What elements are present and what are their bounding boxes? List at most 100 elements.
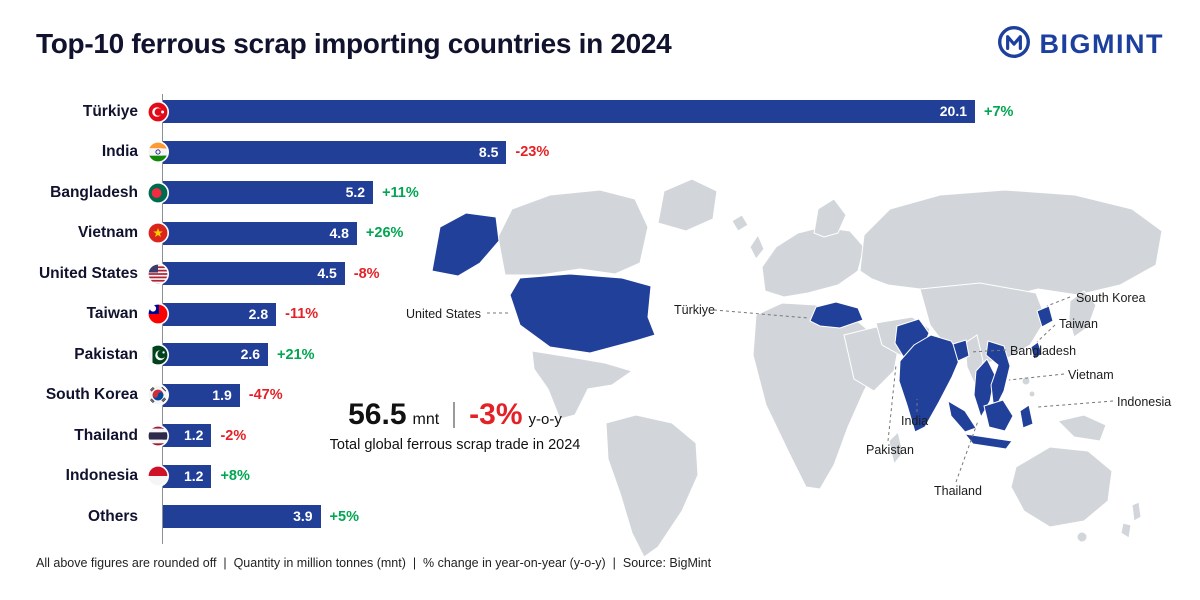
map-thailand-highlight — [973, 358, 996, 419]
country-label: India — [101, 143, 138, 160]
bar-turkiye: 20.1 — [163, 100, 975, 123]
map-indonesia-borneo — [983, 399, 1014, 432]
country-label: Indonesia — [65, 467, 138, 484]
bar-value: 3.9 — [293, 508, 313, 524]
flag-vietnam-icon — [147, 222, 169, 244]
bar-change: +21% — [277, 346, 315, 363]
map-india-highlight — [898, 334, 962, 433]
map-label-vietnam: Vietnam — [1068, 368, 1114, 382]
country-label: Vietnam — [77, 224, 138, 241]
map-canada — [497, 189, 649, 276]
bar-row-south-korea: South Korea 1.9 -47% — [0, 383, 283, 407]
bar-change: -2% — [220, 427, 247, 444]
map-indonesia-sulawesi — [1019, 404, 1034, 429]
bar-change: +7% — [984, 103, 1014, 120]
map-turkiye-highlight — [809, 301, 864, 329]
bar-row-others: Others 3.9 +5% — [0, 505, 359, 528]
summary-block: 56.5 mnt -3% y-o-y Total global ferrous … — [295, 398, 615, 453]
map-australia — [1010, 446, 1113, 528]
bar-row-india: India 8.5 -23% — [0, 140, 550, 164]
map-mexico — [531, 350, 634, 420]
map-taiwan-highlight — [1030, 341, 1043, 360]
map-greenland — [657, 178, 718, 232]
flag-india-icon — [147, 141, 169, 163]
map-scandinavia — [813, 198, 847, 238]
map-south-america — [605, 414, 699, 558]
country-label: Türkiye — [82, 102, 138, 120]
bar-value: 1.2 — [184, 467, 204, 484]
map-russia — [859, 189, 1163, 300]
map-uk — [749, 233, 765, 260]
map-south-korea-highlight — [1036, 305, 1054, 328]
map-alaska-highlight — [431, 212, 500, 277]
flag-pakistan-icon — [147, 343, 169, 366]
country-label: Taiwan — [86, 305, 138, 322]
bar-change: +26% — [365, 225, 404, 241]
flag-taiwan-icon — [147, 303, 169, 325]
map-iceland — [731, 214, 749, 232]
bar-value: 4.5 — [317, 265, 337, 281]
summary-total-unit: mnt — [412, 411, 440, 428]
summary-caption: Total global ferrous scrap trade in 2024 — [329, 437, 581, 453]
bar-united-states: 4.5 — [163, 262, 345, 285]
map-japan — [1068, 290, 1097, 338]
map-philippines — [1021, 376, 1031, 386]
bar-south-korea: 1.9 — [163, 383, 240, 407]
brand-name: BIGMINT — [1039, 29, 1164, 59]
map-label-turkiye: Türkiye — [674, 303, 715, 317]
footnote: All above figures are rounded off | Quan… — [36, 556, 712, 570]
bar-change: -8% — [353, 265, 380, 282]
bar-pakistan: 2.6 — [163, 343, 269, 366]
bar-value: 2.8 — [248, 305, 269, 322]
map-label-thailand: Thailand — [934, 484, 982, 498]
map-new-guinea — [1057, 414, 1107, 442]
flag-bangladesh-icon — [147, 181, 169, 204]
map-label-india: India — [901, 414, 929, 428]
summary-total-value: 56.5 — [348, 398, 407, 431]
bar-vietnam: 4.8 — [163, 221, 357, 245]
map-new-zealand-n — [1131, 501, 1142, 522]
bar-india: 8.5 — [163, 140, 507, 164]
flag-placeholder — [147, 506, 169, 528]
bar-value: 1.2 — [184, 427, 204, 443]
world-map — [420, 175, 1180, 565]
bar-row-taiwan: Taiwan 2.8 -11% — [0, 302, 318, 326]
flag-indonesia-icon — [147, 465, 169, 487]
map-label-taiwan: Taiwan — [1059, 317, 1098, 331]
map-label-bangladesh: Bangladesh — [1010, 344, 1077, 358]
brand-logo: BIGMINT — [996, 24, 1165, 65]
summary-change-suffix: y-o-y — [528, 411, 562, 428]
bar-row-pakistan: Pakistan 2.6 +21% — [0, 343, 315, 366]
map-indonesia-java — [963, 433, 1013, 450]
bar-indonesia: 1.2 — [163, 464, 212, 488]
summary-divider — [453, 402, 456, 428]
map-label-south-korea: South Korea — [1076, 291, 1146, 305]
bigmint-logo-icon — [996, 24, 1032, 65]
bar-row-united-states: United States 4.5 -8% — [0, 262, 380, 285]
map-label-pakistan: Pakistan — [866, 443, 914, 457]
bar-row-vietnam: Vietnam 4.8 +26% — [0, 221, 404, 245]
bar-bangladesh: 5.2 — [163, 181, 374, 204]
map-philippines-2 — [1028, 390, 1036, 398]
flag-turkiye-icon — [147, 100, 169, 123]
bar-row-bangladesh: Bangladesh 5.2 +11% — [0, 181, 419, 204]
bar-others: 3.9 — [163, 505, 321, 528]
flag-south-korea-icon — [147, 384, 169, 406]
map-indonesia-sumatra — [947, 400, 977, 433]
map-label-united-states: United States — [406, 307, 482, 321]
country-label: Pakistan — [74, 345, 138, 363]
flag-united-states-icon — [147, 262, 169, 285]
map-tasmania — [1076, 531, 1088, 543]
bar-value: 1.9 — [212, 386, 232, 403]
bar-change: +5% — [329, 508, 359, 525]
bar-value: 2.6 — [240, 346, 261, 362]
bar-change: -23% — [515, 144, 550, 160]
bar-value: 5.2 — [345, 184, 366, 200]
map-bangladesh-highlight — [952, 339, 970, 362]
map-label-indonesia: Indonesia — [1117, 395, 1172, 409]
bar-value: 8.5 — [478, 143, 499, 160]
bar-row-thailand: Thailand 1.2 -2% — [0, 424, 246, 447]
bar-change: +8% — [220, 468, 250, 484]
bar-value: 4.8 — [329, 224, 349, 241]
map-europe — [761, 226, 865, 298]
